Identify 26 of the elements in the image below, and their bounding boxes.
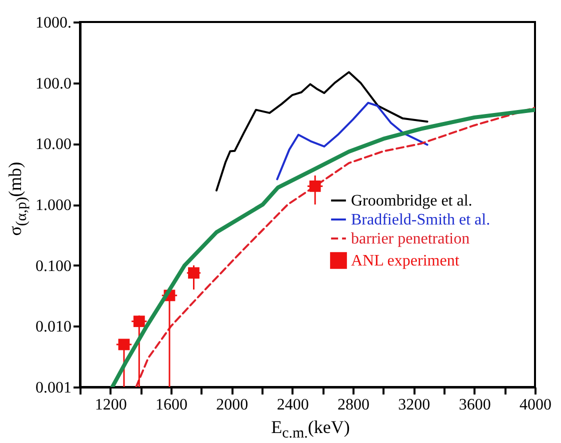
y-tick-label: 0.100 (36, 258, 72, 275)
x-tick-label: 3200 (398, 396, 430, 414)
x-tick-label: 1600 (156, 396, 188, 414)
legend-label: Groombridge et al. (351, 192, 472, 210)
point (133, 316, 145, 328)
y-tick-label: 0.001 (36, 380, 72, 396)
x-tick-label: 4000 (520, 396, 552, 414)
x-tick-label: 2000 (216, 396, 248, 414)
x-tick-label: 1200 (94, 396, 127, 414)
point (309, 180, 321, 192)
point (118, 338, 130, 350)
line-series (276, 102, 428, 180)
x-tick-label: 3600 (458, 396, 491, 414)
legend-label: barrier penetration (351, 230, 470, 248)
x-tick-label: 2800 (338, 396, 370, 414)
y-tick-label: 0.010 (36, 318, 72, 336)
y-tick-label: 1000. (36, 14, 72, 32)
y-tick-label: 10.00 (36, 136, 72, 154)
y-tick-label: 1.000 (36, 197, 72, 214)
x-tick-label: 2400 (276, 396, 309, 414)
legend-label: Bradfield-Smith et al. (351, 212, 490, 228)
y-tick-label: 100.0 (36, 75, 72, 92)
line-series (216, 71, 428, 192)
x-axis-title: E$_{c.m.}$(keV) (270, 417, 351, 443)
point (188, 267, 200, 279)
legend-label: ANL experiment (351, 252, 460, 270)
